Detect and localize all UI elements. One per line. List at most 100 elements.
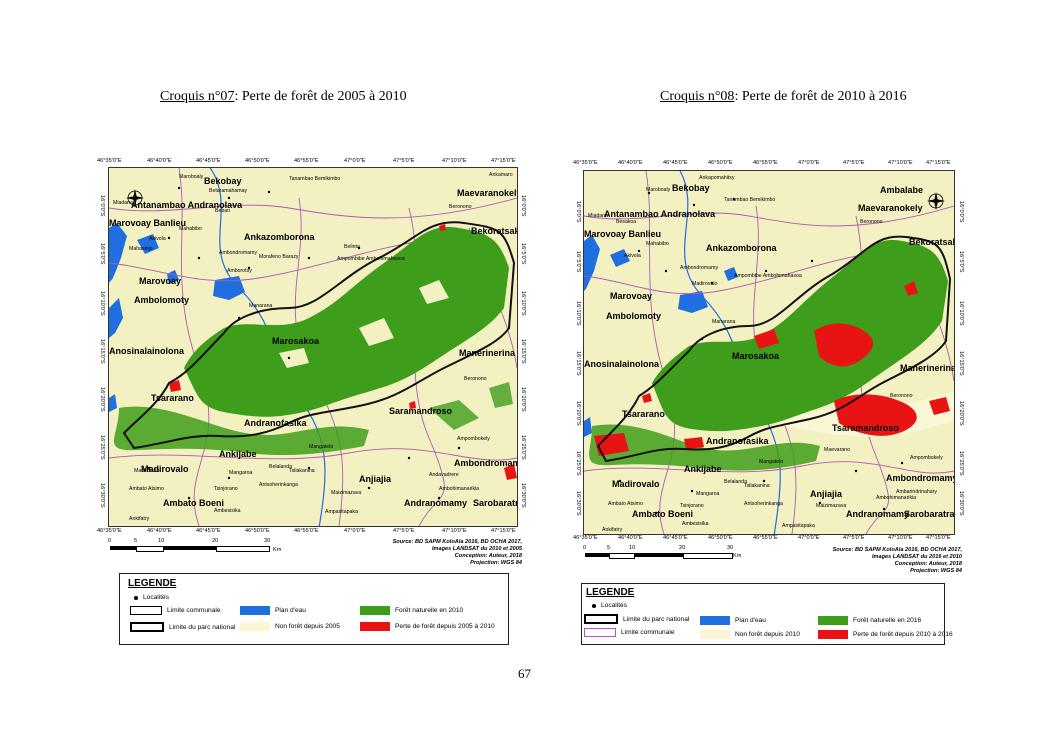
- lon-tick: 47°5'0"E: [393, 158, 415, 164]
- lon-tick: 47°10'0"E: [888, 160, 913, 166]
- forest-area: [429, 400, 479, 430]
- place-label: Madirovalo: [141, 464, 189, 474]
- locality-label: Miadana: [588, 213, 608, 219]
- caption-map-08: Croquis n°08: Perte de forêt de 2010 à 2…: [660, 89, 907, 105]
- locality-label: Beronono: [464, 376, 487, 382]
- legend-item: Limite du parc national: [584, 614, 689, 624]
- legend-item: Limite du parc national: [130, 622, 235, 632]
- legend-label: Limite communale: [621, 629, 675, 636]
- place-label: Andranomamy: [846, 509, 910, 519]
- place-label: Ambondromamy: [454, 458, 517, 468]
- place-label: Anosinalainolona: [584, 359, 660, 369]
- place-label: Maevaranokely: [858, 203, 923, 213]
- source-line: Conception: Auteur, 2018: [894, 561, 962, 567]
- forest-area: [114, 406, 369, 456]
- loss-area: [929, 397, 950, 415]
- water-body: [678, 291, 708, 313]
- loss-area: [684, 437, 704, 449]
- north-arrow-icon: [927, 192, 945, 210]
- lon-tick: 47°15'0"E: [491, 158, 516, 164]
- scale-label: 5: [134, 538, 138, 544]
- place-label: Sarobaratra: [473, 498, 517, 508]
- legend-item: Non forêt depuis 2005: [240, 622, 340, 631]
- legend-label: Non forêt depuis 2005: [275, 623, 340, 630]
- legend-swatch: [584, 628, 616, 637]
- legend-title: LEGENDE: [586, 587, 635, 598]
- locality-label: Beronono: [860, 219, 883, 225]
- nonforest-patch: [359, 318, 394, 346]
- place-label: Andranomamy: [404, 498, 468, 508]
- lon-tick: 47°0'0"E: [798, 160, 820, 166]
- legend-label: Perte de forêt depuis 2010 à 2016: [853, 631, 953, 638]
- source-line: Images LANDSAT du 2010 et 2005: [431, 546, 522, 552]
- water-body: [137, 234, 159, 254]
- lon-tick: 46°55'0"E: [294, 528, 319, 534]
- water-body: [167, 270, 179, 284]
- locality-label: Bebao: [215, 208, 231, 214]
- locality-label: Antsoherinkanga: [744, 501, 783, 507]
- lon-tick: 47°5'0"E: [843, 535, 865, 541]
- forest-area: [589, 424, 820, 471]
- locality-label: Antsoherinkanga: [259, 482, 298, 488]
- place-label: Ambalabe: [880, 185, 924, 195]
- commune-limit: [109, 237, 440, 282]
- legend-swatch: [818, 630, 848, 639]
- lon-tick: 46°35'0"E: [573, 160, 598, 166]
- lat-tick: 16°5'0"S: [575, 251, 581, 273]
- loss-area: [814, 323, 874, 367]
- locality-label: Andavadrere: [429, 472, 459, 478]
- locality-label: Maroboaly: [646, 187, 671, 193]
- lon-tick: 47°15'0"E: [926, 535, 951, 541]
- caption-label: Croquis n°08: [660, 89, 735, 104]
- legend-item: Plan d'eau: [240, 606, 306, 615]
- commune-limit: [584, 250, 885, 295]
- locality-label: Miadana: [113, 200, 133, 206]
- lon-tick: 46°40'0"E: [147, 158, 172, 164]
- place-label: Marovoay Banlieu: [584, 229, 662, 239]
- lat-tick: 16°20'0"S: [575, 401, 581, 426]
- locality-label: Belinta: [344, 244, 360, 250]
- legend-item: Forêt naturelle en 2010: [360, 606, 463, 615]
- locality-label: Tsinjorano: [680, 503, 704, 509]
- scale-label: 10: [158, 538, 165, 544]
- locality-label: Ambohimanarikia: [439, 486, 480, 492]
- locality-dot-icon: [134, 595, 138, 600]
- place-label: Ambondromamy: [886, 473, 955, 483]
- locality-label: Besakoa: [616, 219, 637, 225]
- caption-map-07: Croquis n°07: Perte de forêt de 2005 à 2…: [160, 89, 407, 105]
- loss-area: [409, 401, 416, 409]
- place-label: Bekobay: [204, 176, 242, 186]
- locality-label: Belalanda: [724, 479, 748, 485]
- legend-swatch: [130, 622, 164, 632]
- lat-tick: 16°0'0"S: [575, 201, 581, 223]
- locality-label: Manarana: [712, 319, 736, 325]
- place-label: Anosinalainolona: [109, 346, 185, 356]
- legend-swatch: [584, 614, 618, 624]
- place-label: Manerinerina: [459, 348, 516, 358]
- legend-item: Localités: [130, 594, 169, 601]
- locality-label: Ampombibe Ambohimahasoa: [734, 273, 802, 279]
- legend-label: Limite communale: [167, 607, 221, 614]
- nonforest-patch: [419, 280, 449, 304]
- lon-tick: 46°35'0"E: [97, 528, 122, 534]
- lat-tick: 16°25'0"S: [99, 435, 105, 460]
- legend-label: Forêt naturelle en 2010: [395, 607, 464, 614]
- caption-label: Croquis n°07: [160, 89, 235, 104]
- lat-tick: 16°10'0"S: [575, 301, 581, 326]
- source-line: Projection: WGS 84: [470, 560, 522, 566]
- scale-label: 30: [264, 538, 271, 544]
- locality-label: Ankifatry: [129, 516, 150, 522]
- place-label: Ambolomoty: [134, 295, 189, 305]
- place-label: Ambolomoty: [606, 311, 661, 321]
- place-label: Andranofasika: [706, 436, 769, 446]
- legend-label: Forêt naturelle en 2016: [853, 617, 922, 624]
- lat-tick: 16°25'0"S: [958, 451, 964, 476]
- legend-item: Forêt naturelle en 2016: [818, 616, 921, 625]
- scale-unit: Km: [273, 547, 282, 553]
- place-label: Antanambao Andranolava: [604, 209, 716, 219]
- lat-tick: 16°10'0"S: [958, 301, 964, 326]
- place-label: Marosakoa: [732, 351, 780, 361]
- lon-tick: 47°15'0"E: [491, 528, 516, 534]
- locality-label: Mahabibo: [646, 241, 669, 247]
- place-label: Marovoay: [139, 276, 182, 286]
